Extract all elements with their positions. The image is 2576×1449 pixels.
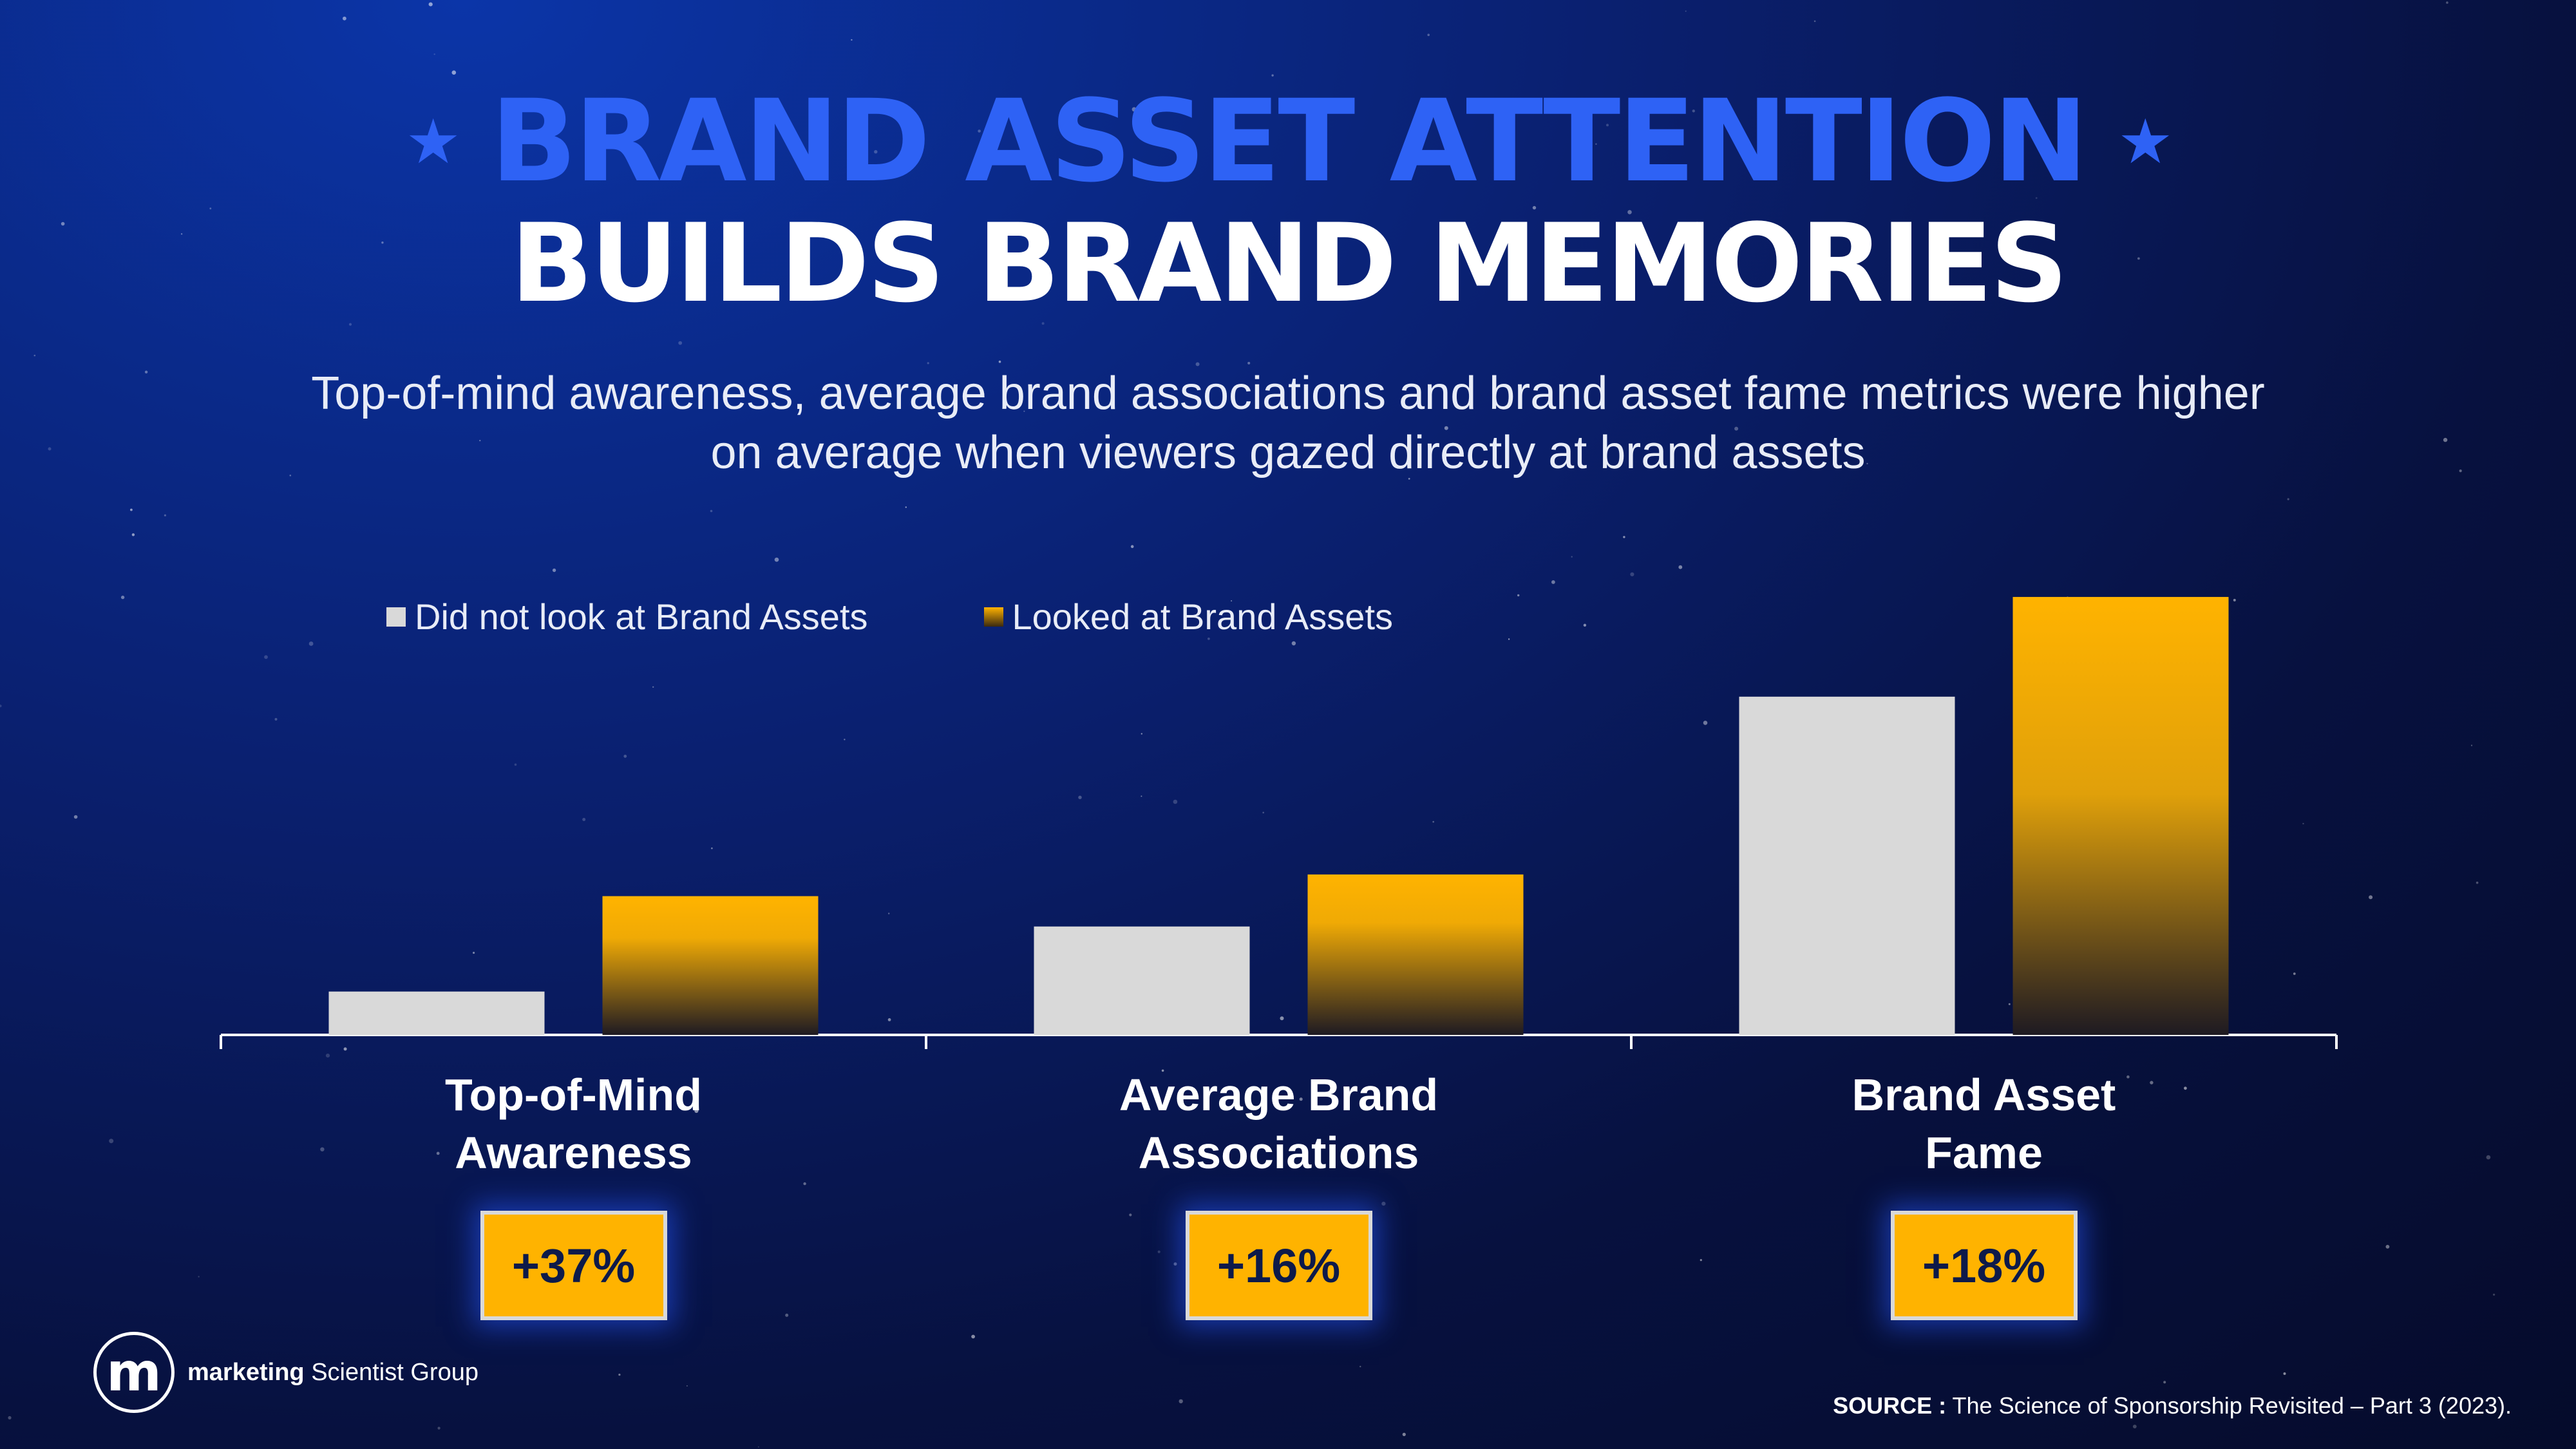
- subtitle-line-1: Top-of-mind awareness, average brand ass…: [311, 368, 2265, 419]
- source-note: SOURCE : The Science of Sponsorship Revi…: [1833, 1392, 2512, 1419]
- legend-item-not-looked: Did not look at Brand Assets: [386, 596, 868, 638]
- logo-word-rest: Scientist Group: [311, 1358, 478, 1386]
- logo-mark-icon: m: [93, 1332, 175, 1413]
- subtitle: Top-of-mind awareness, average brand ass…: [245, 364, 2331, 482]
- category-label: Brand Asset Fame: [1727, 1066, 2242, 1182]
- chart-legend: Did not look at Brand Assets Looked at B…: [386, 596, 1393, 638]
- source-text: The Science of Sponsorship Revisited – P…: [1952, 1392, 2512, 1419]
- legend-item-looked: Looked at Brand Assets: [983, 596, 1394, 638]
- uplift-badge: +18%: [1890, 1211, 2078, 1320]
- bar-looked-2: [1307, 874, 1524, 1035]
- category-label-line: Fame: [1925, 1128, 2043, 1178]
- logo-word-bold: marketing: [187, 1358, 305, 1386]
- company-logo: m marketing Scientist Group: [93, 1332, 478, 1413]
- bar-looked-1: [602, 896, 819, 1035]
- title-line-1: ★ BRAND ASSET ATTENTION ★: [405, 75, 2174, 207]
- title-text-1: BRAND ASSET ATTENTION: [490, 75, 2088, 207]
- legend-label-looked: Looked at Brand Assets: [1012, 596, 1394, 637]
- legend-swatch-grey: [386, 607, 406, 627]
- title-block: ★ BRAND ASSET ATTENTION ★ BUILDS BRAND M…: [0, 77, 2576, 325]
- legend-label-not-looked: Did not look at Brand Assets: [415, 596, 868, 637]
- legend-swatch-gold: [983, 607, 1003, 627]
- bar-not-looked-3: [1739, 696, 1955, 1035]
- category-label-line: Average Brand: [1119, 1070, 1439, 1120]
- category-label-line: Awareness: [455, 1128, 692, 1178]
- subtitle-line-2: on average when viewers gazed directly a…: [710, 427, 1866, 478]
- category-label-line: Associations: [1138, 1128, 1419, 1178]
- uplift-badge: +16%: [1185, 1211, 1372, 1320]
- source-label: SOURCE :: [1833, 1392, 1947, 1419]
- category-label: Top-of-Mind Awareness: [316, 1066, 831, 1182]
- bar-not-looked-2: [1034, 926, 1250, 1035]
- bar-looked-3: [2012, 596, 2229, 1035]
- star-icon: ★: [405, 106, 461, 178]
- category-label-line: Brand Asset: [1852, 1070, 2116, 1120]
- category-label: Average Brand Associations: [1021, 1066, 1537, 1182]
- uplift-badge: +37%: [480, 1211, 667, 1320]
- title-line-2: BUILDS BRAND MEMORIES: [510, 200, 2069, 327]
- bar-not-looked-1: [328, 991, 545, 1035]
- logo-wordmark: marketing Scientist Group: [187, 1359, 478, 1387]
- category-label-line: Top-of-Mind: [444, 1070, 703, 1120]
- star-icon: ★: [2117, 106, 2173, 178]
